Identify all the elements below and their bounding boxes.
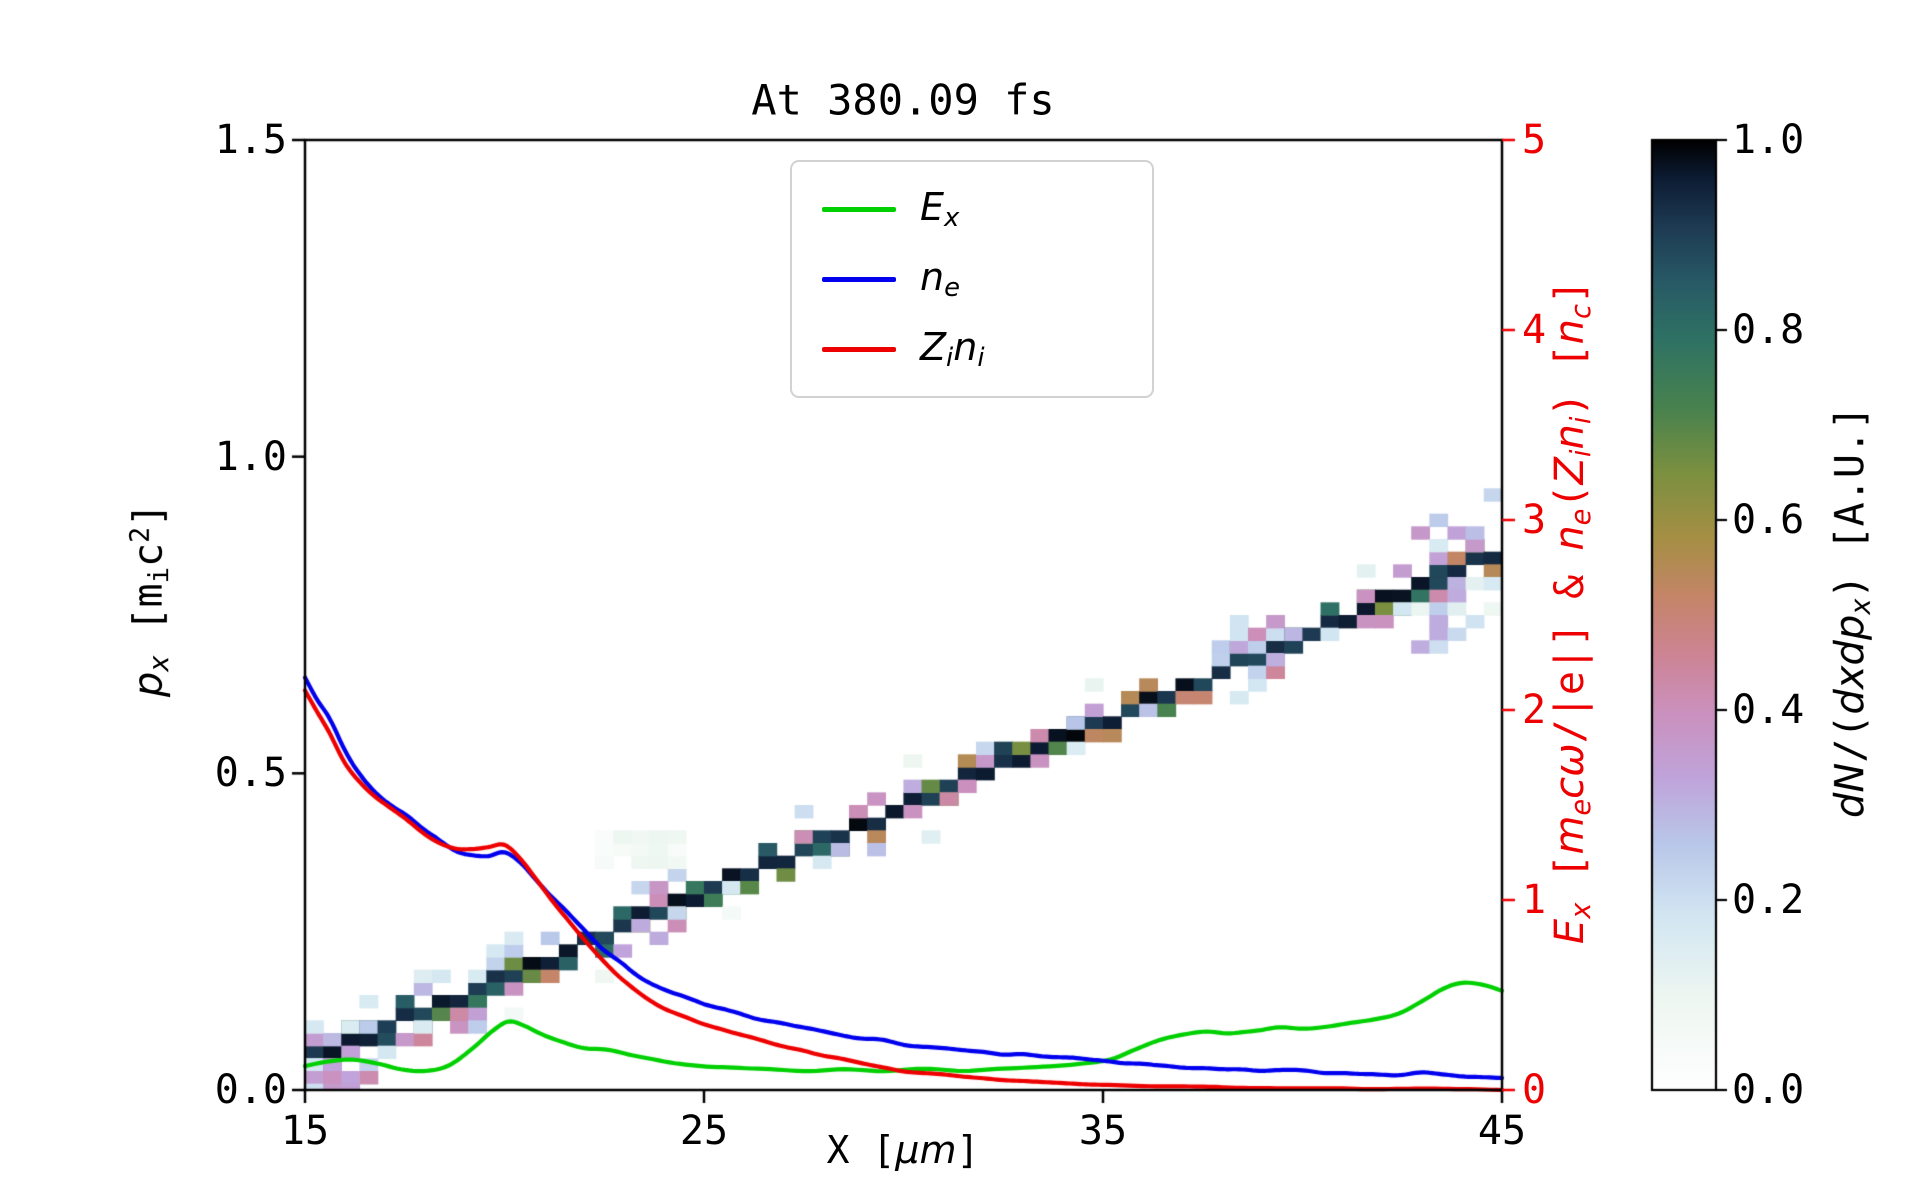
label-segment: m	[1547, 815, 1594, 855]
label-segment: n	[1547, 424, 1594, 450]
left-y-tick-label: 1.5	[214, 117, 287, 163]
right-y-tick-label: 3	[1522, 497, 1547, 543]
colorbar-tick-label: 1.0	[1732, 117, 1805, 163]
left-y-axis-label: px [mic2]	[125, 503, 176, 697]
label-segment: Z	[1547, 457, 1594, 485]
label-segment: m	[125, 583, 172, 608]
label-segment: x	[144, 655, 176, 672]
label-segment: [	[1547, 854, 1594, 903]
left-y-tick-label: 0.0	[214, 1067, 287, 1113]
label-segment: 2	[124, 526, 156, 543]
label-segment: E	[920, 184, 945, 229]
label-segment: e	[944, 273, 960, 304]
legend: Ex ne Zini	[790, 160, 1154, 398]
chart-title: At 380.09 fs	[751, 75, 1055, 125]
right-y-tick-label: 2	[1522, 687, 1547, 733]
x-axis-label: X [μm]	[827, 1128, 980, 1172]
label-segment: n	[1547, 525, 1594, 551]
label-segment: n	[1547, 318, 1594, 345]
label-segment: i	[977, 343, 985, 374]
label-segment: dxdp	[1827, 614, 1874, 715]
label-segment: dN	[1827, 762, 1874, 819]
legend-label-zini: Zini	[920, 325, 985, 373]
left-y-tick-label: 0.5	[214, 750, 287, 797]
legend-label-ex: Ex	[920, 185, 959, 233]
label-segment: i	[946, 343, 954, 374]
colorbar-tick-label: 0.8	[1732, 307, 1805, 353]
label-segment: [A.U.]	[1827, 405, 1874, 575]
label-segment: (	[1547, 484, 1594, 509]
label-segment: n	[953, 324, 978, 369]
right-y-tick-label: 5	[1522, 117, 1547, 163]
label-segment: x	[944, 203, 960, 234]
legend-label-ne: ne	[920, 255, 960, 303]
x-tick-label: 15	[280, 1108, 330, 1154]
legend-entry-ex: Ex	[822, 178, 1122, 240]
label-segment: ]	[125, 502, 172, 527]
label-segment: x	[1845, 598, 1877, 615]
legend-line-swatch-ex	[822, 206, 896, 212]
label-segment: e	[1565, 508, 1597, 526]
colorbar-tick-label: 0.2	[1732, 877, 1805, 923]
label-segment: X [	[826, 1128, 896, 1172]
label-segment: p	[125, 671, 172, 698]
label-segment: c	[125, 542, 172, 567]
left-y-tick-label: 1.0	[214, 433, 287, 480]
label-segment: /(	[1827, 714, 1874, 763]
colorbar-label: dN/(dxdpx) [A.U.]	[1827, 406, 1877, 818]
colorbar-tick-label: 0.4	[1732, 687, 1805, 733]
label-segment: i	[1565, 416, 1597, 425]
label-segment: c	[1565, 304, 1597, 319]
label-segment: ]	[1547, 279, 1594, 305]
legend-line-swatch-ne	[822, 276, 896, 282]
right-y-tick-label: 0	[1522, 1067, 1547, 1113]
x-tick-label: 35	[1078, 1108, 1128, 1154]
label-segment: ω	[1547, 743, 1594, 777]
label-segment: i	[1565, 449, 1597, 458]
label-segment: n	[920, 254, 945, 299]
label-segment: Z	[920, 324, 947, 369]
label-segment: μm	[895, 1128, 957, 1172]
label-segment: E	[1547, 918, 1594, 945]
label-segment: [	[125, 607, 172, 656]
x-tick-label: 25	[679, 1108, 729, 1154]
label-segment: e	[1565, 798, 1597, 816]
legend-line-swatch-zini	[822, 346, 896, 352]
label-segment: /|e|] &	[1547, 550, 1594, 744]
label-segment: x	[1565, 902, 1597, 919]
label-segment: i	[144, 566, 176, 584]
label-segment: ]	[956, 1128, 980, 1172]
colorbar-tick-label: 0.6	[1732, 497, 1805, 543]
right-y-tick-label: 1	[1522, 877, 1547, 923]
right-y-axis-label: Ex [mecω/|e|] & ne(Zini) [nc]	[1547, 280, 1597, 944]
right-y-tick-label: 4	[1522, 307, 1547, 353]
colorbar-tick-label: 0.0	[1732, 1067, 1805, 1113]
label-segment: )	[1547, 392, 1594, 417]
label-segment: )	[1827, 574, 1874, 599]
label-segment: c	[1547, 776, 1594, 799]
label-segment: [	[1547, 344, 1594, 393]
legend-entry-ne: ne	[822, 248, 1122, 310]
x-tick-label: 45	[1477, 1108, 1527, 1154]
legend-entry-zini: Zini	[822, 318, 1122, 380]
